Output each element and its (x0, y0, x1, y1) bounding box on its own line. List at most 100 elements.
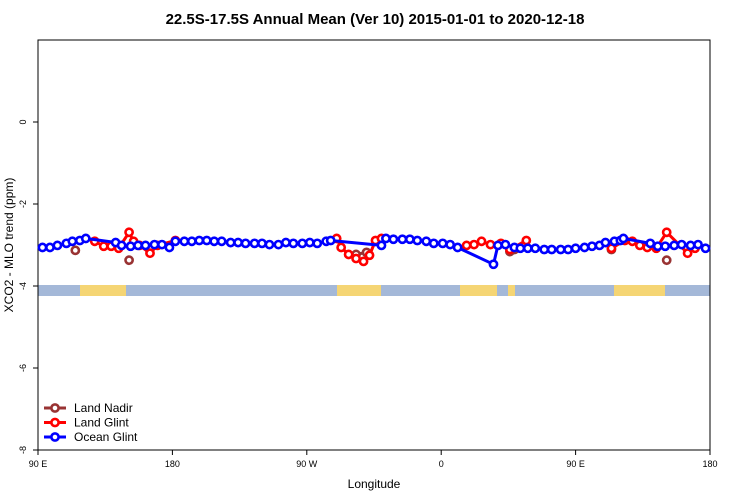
data-point (600, 237, 611, 248)
data-point (140, 240, 151, 251)
data-point (645, 238, 656, 249)
data-point (149, 239, 160, 250)
data-point (80, 233, 91, 244)
data-point (669, 240, 680, 251)
data-point (233, 237, 244, 248)
data-point (98, 241, 109, 252)
y-tick-label: -6 (18, 364, 28, 372)
data-point (652, 241, 663, 252)
legend-label: Land Glint (74, 416, 129, 430)
data-point (521, 235, 532, 246)
data-point (469, 239, 479, 250)
data-point (70, 245, 81, 256)
data-point (376, 240, 387, 251)
data-point (325, 235, 336, 246)
y-tick-label: -2 (18, 200, 28, 208)
data-point (52, 240, 63, 251)
y-axis-label: XCO2 - MLO trend (ppm) (2, 178, 16, 313)
data-point (700, 243, 711, 254)
land-strip (614, 285, 665, 296)
y-tick-label: -4 (18, 282, 28, 290)
data-point (240, 238, 251, 249)
data-point (428, 238, 439, 249)
x-tick-label: 180 (702, 459, 717, 469)
chart-title: 22.5S-17.5S Annual Mean (Ver 10) 2015-01… (166, 11, 585, 28)
data-point (579, 242, 590, 253)
data-point (343, 249, 354, 260)
land-strip (508, 285, 515, 296)
data-point (587, 241, 597, 252)
data-point (116, 240, 127, 251)
data-point (125, 241, 136, 252)
data-point (493, 240, 503, 251)
data-point (209, 236, 220, 247)
legend-marker (50, 417, 60, 428)
data-point (133, 240, 143, 251)
x-axis-label: Longitude (348, 477, 401, 491)
x-tick-label: 90 E (29, 459, 48, 469)
data-point (412, 235, 423, 246)
data-point (570, 243, 581, 254)
data-point (157, 239, 167, 250)
data-point (280, 237, 291, 248)
y-tick-label: 0 (18, 119, 28, 124)
data-point (404, 234, 415, 245)
x-tick-label: 0 (439, 459, 444, 469)
data-point (336, 242, 347, 253)
data-point (351, 253, 361, 264)
data-point (124, 227, 134, 238)
data-point (45, 242, 55, 253)
data-point (555, 244, 566, 255)
data-point (170, 236, 181, 247)
data-point (485, 239, 496, 250)
data-point (445, 239, 456, 250)
data-point (186, 236, 197, 247)
data-point (693, 239, 703, 250)
data-point (530, 243, 541, 254)
data-point (312, 238, 323, 249)
data-point (461, 240, 472, 251)
surface-strip (38, 285, 710, 296)
data-point (201, 235, 212, 246)
data-point (397, 234, 408, 245)
plot-frame (37, 39, 711, 451)
data-point (124, 255, 134, 266)
data-point (685, 240, 696, 251)
data-point (660, 241, 671, 252)
data-point (145, 248, 155, 259)
x-tick-label: 180 (165, 459, 180, 469)
legend-marker (50, 403, 60, 413)
data-point (67, 236, 78, 247)
data-point (500, 239, 511, 250)
legend-marker (50, 432, 60, 442)
data-point (539, 244, 550, 255)
land-strip (337, 285, 381, 296)
data-point (618, 233, 629, 244)
data-point (661, 227, 672, 238)
data-point (452, 242, 463, 253)
data-point (288, 238, 299, 249)
data-point (421, 236, 432, 247)
data-point (358, 256, 369, 267)
data-point (563, 244, 574, 255)
data-point (225, 237, 236, 248)
x-tick-label: 90 W (296, 459, 318, 469)
land-strip (460, 285, 497, 296)
data-point (388, 234, 399, 245)
data-point (476, 236, 487, 247)
data-point (682, 248, 693, 259)
data-point (488, 259, 499, 270)
data-point (179, 236, 190, 247)
data-point (273, 239, 284, 250)
data-point (194, 235, 205, 246)
data-point (546, 244, 557, 255)
data-point (304, 237, 315, 248)
data-point (437, 238, 448, 249)
data-point (164, 242, 175, 253)
data-point (515, 243, 526, 254)
data-point (216, 236, 227, 247)
data-point (661, 255, 672, 266)
data-point (522, 243, 533, 254)
